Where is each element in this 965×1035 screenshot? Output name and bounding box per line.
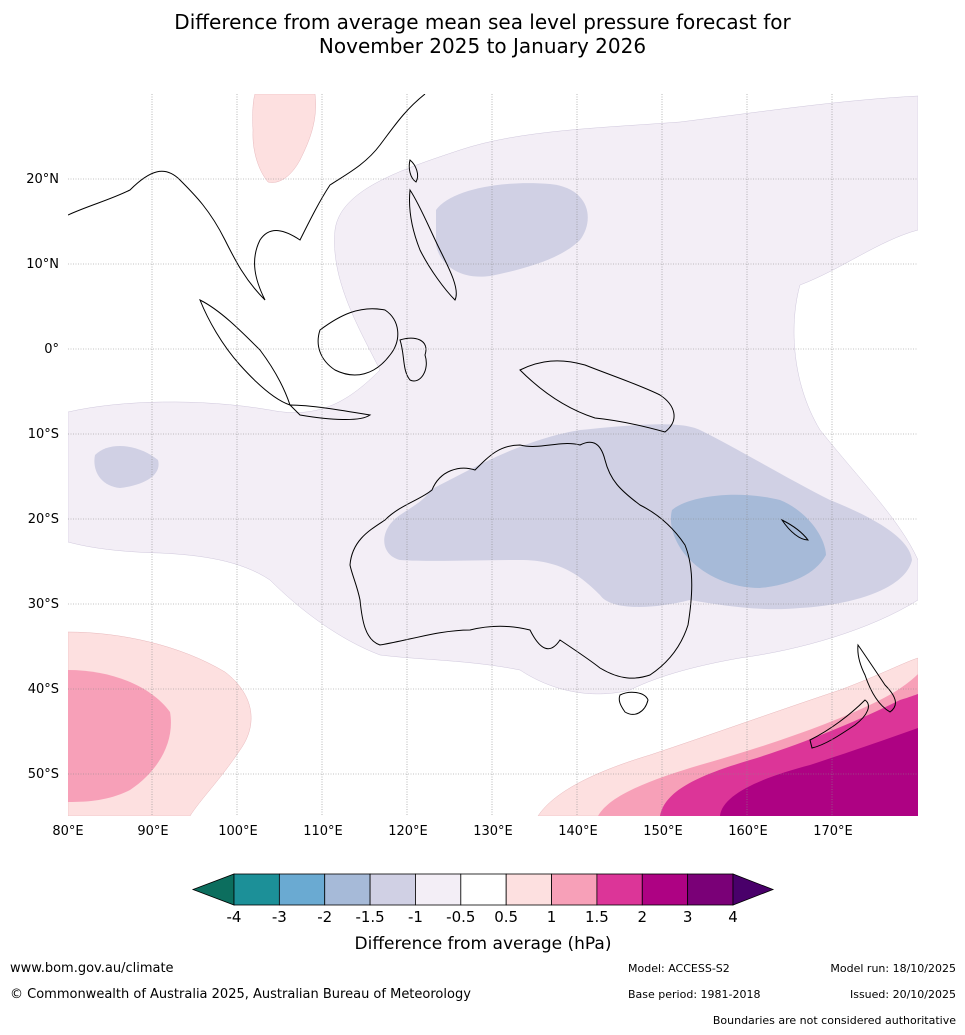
colorbar-tick-label: -3: [272, 908, 287, 926]
lon-label: 120°E: [388, 824, 428, 839]
footer-model-run: Model run: 18/10/2025: [830, 962, 956, 975]
anomaly-fields: [68, 94, 918, 816]
colorbar-tick-label: 1.5: [585, 908, 609, 926]
colorbar-tick-label: 4: [728, 908, 738, 926]
colorbar-tick-label: 2: [637, 908, 647, 926]
latitude-labels: 20°N 10°N 0° 10°S 20°S 30°S 40°S 50°S: [26, 172, 59, 782]
colorbar-title: Difference from average (hPa): [355, 934, 612, 954]
lat-label: 20°S: [28, 512, 59, 527]
lon-label: 150°E: [643, 824, 683, 839]
coast-new-guinea: [519, 360, 675, 433]
map-title: Difference from average mean sea level p…: [0, 10, 965, 58]
field-minus-1-philippine-sea: [436, 183, 588, 277]
map-panel: [68, 94, 918, 816]
colorbar-bin: [596, 873, 643, 906]
lat-label: 20°N: [26, 172, 59, 187]
colorbar-tick-label: 0.5: [494, 908, 518, 926]
lat-label: 50°S: [28, 767, 59, 782]
colorbar-tick-label: 3: [683, 908, 693, 926]
coast-tasmania: [618, 691, 649, 715]
field-plus-2-southeast: [720, 728, 918, 816]
footer-disclaimer: Boundaries are not considered authoritat…: [712, 1014, 956, 1027]
coast-taiwan: [408, 159, 419, 183]
field-minus-1-indian-ocean: [94, 445, 159, 488]
footer-base-period: Base period: 1981-2018: [628, 988, 761, 1001]
footer-model: Model: ACCESS-S2: [628, 962, 730, 975]
lon-label: 110°E: [303, 824, 343, 839]
colorbar-bin: [551, 873, 598, 906]
coast-new-zealand-south: [809, 699, 869, 749]
colorbar-bin: [505, 873, 552, 906]
lon-label: 140°E: [558, 824, 598, 839]
lon-label: 130°E: [473, 824, 513, 839]
lat-label: 10°N: [26, 257, 59, 272]
lon-label: 80°E: [52, 824, 83, 839]
colorbar-bin: [324, 873, 371, 906]
colorbar-tick-label: -1.5: [355, 908, 384, 926]
lat-label: 10°S: [28, 427, 59, 442]
coast-australia: [349, 441, 693, 679]
coast-new-zealand-north: [857, 643, 896, 713]
colorbar-tick-label: -4: [227, 908, 242, 926]
colorbar-under-arrow: [191, 873, 235, 906]
coast-philippines: [409, 188, 457, 301]
coastlines: [68, 94, 896, 749]
coast-borneo: [317, 308, 399, 376]
colorbar-over-arrow: [732, 873, 775, 906]
colorbar-bin: [415, 873, 462, 906]
coast-sulawesi: [399, 337, 427, 382]
lon-label: 90°E: [137, 824, 168, 839]
graticule: [68, 94, 918, 816]
title-line-1: Difference from average mean sea level p…: [174, 10, 791, 34]
coast-java: [288, 404, 372, 421]
colorbar-tick-label: -2: [317, 908, 332, 926]
lat-label: 30°S: [28, 597, 59, 612]
lon-label: 170°E: [813, 824, 853, 839]
colorbar-tick-label: 1: [547, 908, 557, 926]
lat-label: 0°: [44, 342, 59, 357]
colorbar-bin: [687, 873, 734, 906]
field-minus-1.5-coral-sea: [670, 494, 826, 588]
longitude-labels: 80°E 90°E 100°E 110°E 120°E 130°E 140°E …: [52, 824, 852, 839]
lon-label: 160°E: [728, 824, 768, 839]
footer-url[interactable]: www.bom.gov.au/climate: [10, 961, 174, 976]
coast-new-caledonia: [780, 518, 810, 541]
colorbar-bin: [641, 873, 689, 906]
lat-label: 40°S: [28, 682, 59, 697]
colorbar-bin: [460, 873, 507, 906]
coast-asia-mainland: [68, 94, 426, 301]
colorbar-tick-label: -1: [408, 908, 423, 926]
field-plus-0.5-china: [252, 94, 316, 183]
footer-issued: Issued: 20/10/2025: [849, 988, 956, 1001]
colorbar-bin: [233, 873, 280, 906]
colorbar-tick-label: -0.5: [446, 908, 475, 926]
title-line-2: November 2025 to January 2026: [318, 34, 647, 58]
colorbar-bin: [278, 873, 326, 906]
lon-label: 100°E: [218, 824, 258, 839]
colorbar: -4 -3 -2 -1.5 -1 -0.5 0.5 1 1.5 2 3 4 Difference fr…: [191, 873, 775, 954]
field-plus-1-southwest: [68, 670, 171, 802]
footer-copyright: © Commonwealth of Australia 2025, Austra…: [10, 987, 471, 1002]
colorbar-bin: [369, 873, 416, 906]
